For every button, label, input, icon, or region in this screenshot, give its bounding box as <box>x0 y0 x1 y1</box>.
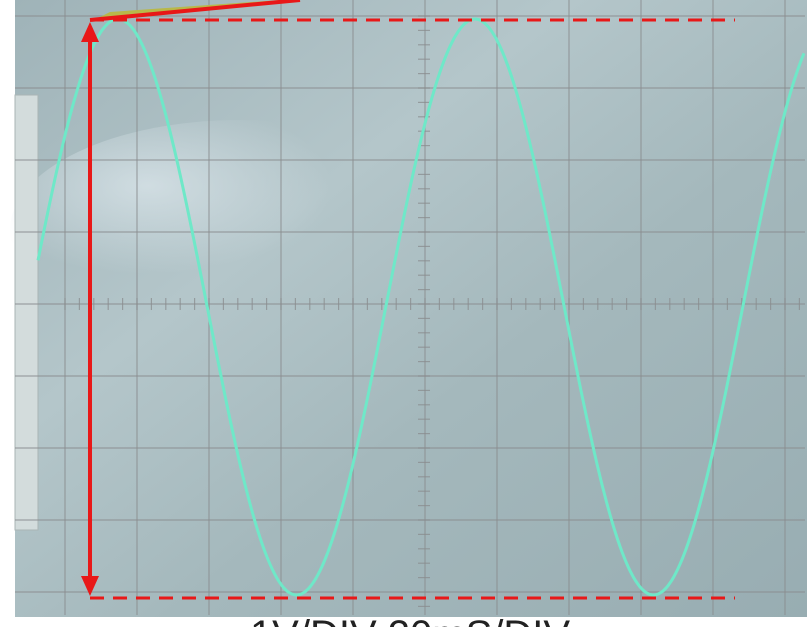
scale-caption: 1V/DIV 20mS/DIV <box>250 613 570 627</box>
oscilloscope-photo: 1V/DIV 20mS/DIV <box>0 0 812 627</box>
page: 1V/DIV 20mS/DIV (() => { const data = JS… <box>0 0 812 627</box>
